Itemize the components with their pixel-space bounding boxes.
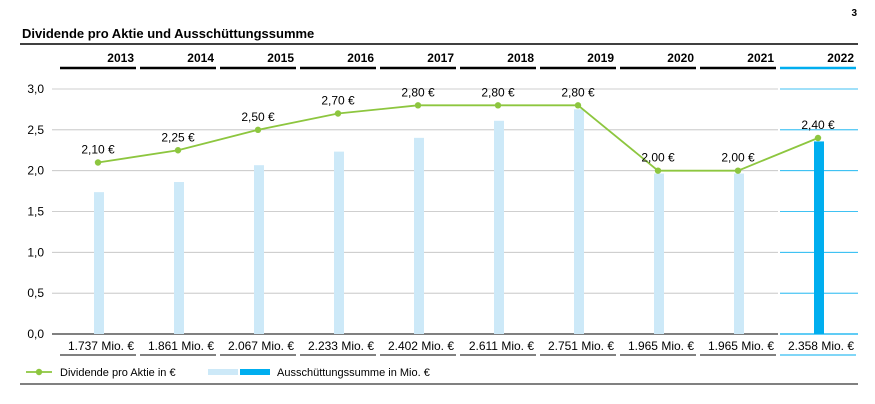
- year-label-2021: 2021: [747, 51, 774, 65]
- dividend-label-2015: 2,50 €: [241, 110, 275, 124]
- dividend-point-2018: [494, 102, 502, 109]
- total-label-2015: 2.067 Mio. €: [228, 339, 294, 353]
- dividend-label-2016: 2,70 €: [321, 94, 355, 108]
- total-label-2016: 2.233 Mio. €: [308, 339, 374, 353]
- total-label-2019: 2.751 Mio. €: [548, 339, 614, 353]
- y-tick-label: 2,0: [27, 164, 44, 178]
- bar-2022: [814, 141, 824, 334]
- dividend-line: [97, 104, 819, 172]
- total-label-2022: 2.358 Mio. €: [788, 339, 854, 353]
- legend-bar-swatch: [208, 369, 238, 375]
- dividend-point-2013: [94, 159, 102, 166]
- dividend-label-2013: 2,10 €: [81, 143, 115, 157]
- year-label-2016: 2016: [347, 51, 374, 65]
- bar-2020: [654, 173, 664, 334]
- bar-2021: [734, 173, 744, 334]
- legend: Dividende pro Aktie in € Ausschüttungssum…: [20, 367, 858, 385]
- legend-dividend: Dividende pro Aktie in €: [60, 367, 176, 379]
- dividend-point-2015: [254, 126, 262, 134]
- year-label-2018: 2018: [507, 51, 534, 65]
- dividend-point-2019: [574, 102, 582, 109]
- dividend-label-2022: 2,40 €: [801, 118, 835, 132]
- legend-total: Ausschüttungssumme in Mio. €: [277, 367, 430, 379]
- year-label-2019: 2019: [587, 51, 614, 65]
- y-axis: 0,0 0,5 1,0 1,5 2,0 2,5 3,0: [27, 82, 44, 341]
- dividend-label-2014: 2,25 €: [161, 130, 195, 144]
- y-tick-label: 1,5: [27, 205, 44, 219]
- dividend-label-2019: 2,80 €: [561, 85, 595, 99]
- dividend-label-2020: 2,00 €: [641, 151, 675, 165]
- chart-title: Dividende pro Aktie und Ausschüttungssum…: [22, 26, 314, 41]
- dividend-point-2014: [174, 147, 182, 154]
- total-label-2017: 2.402 Mio. €: [388, 339, 454, 353]
- y-tick-label: 0,5: [27, 286, 44, 300]
- total-label-2021: 1.965 Mio. €: [708, 339, 774, 353]
- year-label-2017: 2017: [427, 51, 454, 65]
- year-label-2014: 2014: [187, 51, 214, 65]
- bar-2014: [174, 182, 184, 334]
- year-label-2013: 2013: [107, 51, 134, 65]
- legend-line-point: [35, 368, 43, 376]
- dividend-point-2021: [734, 167, 742, 174]
- bar-2015: [254, 165, 264, 334]
- bar-2013: [94, 192, 104, 334]
- year-label-2015: 2015: [267, 51, 294, 65]
- dividend-label-2018: 2,80 €: [481, 85, 515, 99]
- y-tick-label: 2,5: [27, 123, 44, 137]
- total-label-2018: 2.611 Mio. €: [469, 339, 534, 353]
- dividend-point-2022: [814, 134, 822, 142]
- total-label-2020: 1.965 Mio. €: [628, 339, 694, 353]
- page-number: 3: [851, 8, 857, 19]
- line-series: 2,10 € 2,25 € 2,50 € 2,70 € 2,80 € 2,80 € 2,80…: [81, 85, 835, 174]
- y-tick-label: 3,0: [27, 82, 44, 96]
- dividend-label-2017: 2,80 €: [401, 85, 435, 99]
- total-label-2014: 1.861 Mio. €: [148, 339, 214, 353]
- total-label-2013: 1.737 Mio. €: [68, 339, 134, 353]
- total-labels: 1.737 Mio. € 1.861 Mio. € 2.067 Mio. € 2.23…: [60, 339, 856, 356]
- year-label-2020: 2020: [667, 51, 694, 65]
- bar-2016: [334, 151, 344, 334]
- bar-2019: [574, 109, 584, 335]
- legend-bar-swatch-highlight: [240, 369, 270, 375]
- dividend-point-2020: [654, 167, 662, 174]
- y-tick-label: 0,0: [27, 327, 44, 341]
- year-label-2022: 2022: [827, 51, 854, 65]
- bar-2017: [414, 137, 424, 334]
- year-labels: 2013 2014 2015 2016 2017 2018 2019 2020 2021 2022: [60, 51, 856, 70]
- dividend-point-2016: [334, 110, 342, 117]
- dividend-point-2017: [414, 102, 422, 109]
- dividend-label-2021: 2,00 €: [721, 151, 755, 165]
- y-tick-label: 1,0: [27, 245, 44, 259]
- bar-series: [94, 109, 824, 335]
- bar-2018: [494, 120, 504, 334]
